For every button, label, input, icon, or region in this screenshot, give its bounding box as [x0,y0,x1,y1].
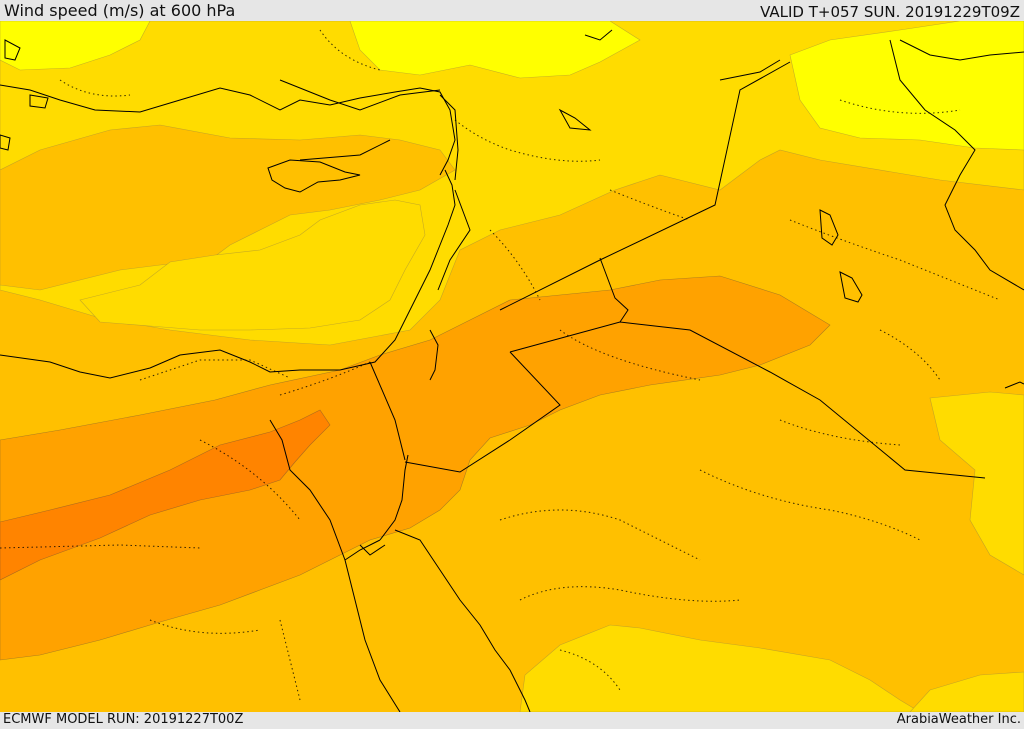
model-run: ECMWF MODEL RUN: 20191227T00Z [3,712,244,727]
speed-zone-lightest [349,21,641,79]
header-bar: Wind speed (m/s) at 600 hPa VALID T+057 … [0,0,1024,21]
map-title: Wind speed (m/s) at 600 hPa [4,1,236,20]
country-borders [279,61,986,479]
footer-bar: ECMWF MODEL RUN: 20191227T00Z ArabiaWeat… [0,712,1024,729]
speed-zone-light [929,391,1024,576]
speed-zone-strongest [0,409,331,581]
speed-zone-strong [0,275,831,661]
speed-zone-lightest [789,21,1024,151]
coastlines [0,29,1024,712]
speed-zone-lightest [0,21,151,71]
speed-zone-medium [0,124,456,291]
credit: ArabiaWeather Inc. [896,712,1021,727]
valid-time: VALID T+057 SUN. 20191229T09Z [760,3,1020,21]
speed-zone-light [909,671,1024,712]
speed-zone-light [79,199,426,331]
speed-zone-light [519,624,921,712]
wind-speed-map [0,21,1024,712]
